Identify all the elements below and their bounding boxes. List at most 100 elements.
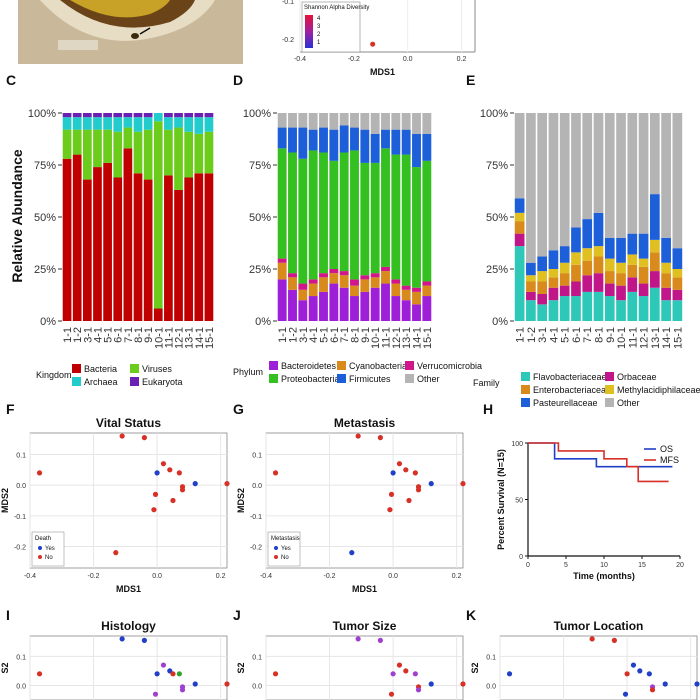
data-point	[36, 671, 43, 677]
bar-segment-firmicutes	[288, 127, 297, 153]
bar-segment-other	[672, 113, 683, 249]
x-tick-label: 1-1	[62, 327, 74, 343]
data-point	[167, 467, 173, 473]
bar-segment-cyanobacteria	[277, 262, 287, 280]
data-point	[179, 687, 186, 693]
bar-segment-pasteurellaceae	[571, 227, 581, 253]
legend-swatch	[130, 364, 139, 373]
bar-segment-eukaryota	[113, 113, 123, 118]
bar-segment-enterobacteriaceae	[627, 264, 638, 278]
bar-segment-other	[360, 113, 370, 130]
data-point	[141, 637, 147, 643]
bar-segment-flavobacteriaceae	[627, 291, 638, 321]
bar-segment-proteobacteria	[350, 150, 359, 280]
plot-area	[265, 635, 464, 700]
x-tick-label: -0.2	[348, 56, 360, 63]
bar-segment-pasteurellaceae	[661, 237, 671, 263]
legend-swatch	[521, 372, 530, 381]
bar-segment-pasteurellaceae	[593, 212, 604, 247]
bar-segment-bacteroidetes	[391, 296, 401, 321]
x-tick-label: 5-1	[319, 327, 331, 343]
x-tick-label: 5	[564, 562, 568, 569]
bar-segment-bacteria	[82, 179, 92, 321]
bar-segment-viruses	[123, 127, 133, 149]
bar-segment-methylacidiphilaceae	[649, 239, 660, 253]
panel-b-plot: -0.4 -0.2 0.0 0.2 MDS1 -0.1 -0.2 Shannon Alpha …	[282, 0, 476, 77]
x-tick-label: -0.4	[294, 56, 306, 63]
legend-label: 2	[317, 32, 321, 38]
data-point	[390, 470, 396, 476]
bar-segment-methylacidiphilaceae	[627, 254, 638, 265]
panel-j-plot: Tumor Size 0.1 0.0 S2	[236, 619, 466, 700]
bar-segment-firmicutes	[412, 133, 421, 168]
x-tick-label: 6-1	[113, 327, 125, 343]
y-tick-label: 0.1	[252, 452, 262, 459]
bar-segment-other	[616, 113, 626, 238]
bar-segment-enterobacteriaceae	[593, 256, 604, 274]
data-point	[192, 481, 198, 487]
legend-label: Firmicutes	[349, 374, 391, 384]
data-point	[36, 470, 43, 476]
bar-segment-proteobacteria	[329, 160, 339, 269]
bar-segment-bacteroidetes	[422, 296, 432, 321]
x-tick-label: 10-1	[153, 327, 165, 349]
bar-segment-verrucomicrobia	[329, 269, 339, 274]
x-tick-label: 1-1	[515, 327, 527, 343]
bar-segment-other	[649, 113, 660, 195]
x-axis-label: MDS1	[370, 67, 395, 77]
bar-segment-cyanobacteria	[319, 277, 328, 292]
x-tick-label: 8-1	[350, 327, 362, 343]
legend-label: Orbaceae	[617, 372, 657, 382]
x-tick-label: 0.0	[403, 56, 413, 63]
bar-segment-other	[548, 113, 559, 251]
data-point	[272, 470, 279, 476]
x-tick-label: 7-1	[339, 327, 351, 343]
bar-segment-other	[319, 113, 328, 128]
x-tick-label: -0.2	[88, 573, 100, 580]
y-tick-label: 50%	[34, 212, 56, 224]
legend-label: 4	[317, 16, 321, 22]
bar-segment-firmicutes	[319, 127, 328, 153]
data-point	[589, 636, 595, 642]
legend-label: Viruses	[142, 364, 172, 374]
data-point	[649, 687, 656, 693]
legend-swatch	[605, 372, 614, 381]
y-tick-label: 25%	[34, 264, 56, 276]
x-tick-label: 6-1	[571, 327, 583, 343]
bar-segment-bacteroidetes	[381, 283, 390, 321]
bar-segment-firmicutes	[298, 127, 308, 159]
bar-segment-firmicutes	[370, 133, 380, 163]
bar-segment-eukaryota	[82, 113, 92, 118]
bar-segment-flavobacteriaceae	[571, 296, 581, 321]
x-tick-label: 1-2	[526, 327, 538, 343]
bar-segment-proteobacteria	[339, 152, 349, 272]
x-tick-label: 20	[676, 562, 684, 569]
legend-dot	[38, 555, 42, 559]
bar-segment-orbaceae	[616, 285, 626, 301]
bar-segment-bacteroidetes	[319, 291, 328, 321]
bar-segment-cyanobacteria	[308, 283, 318, 297]
data-point	[119, 636, 125, 642]
legend-label: Cyanobacteria	[349, 361, 407, 371]
panel-letter-i: I	[6, 607, 10, 623]
bar-segment-enterobacteriaceae	[672, 277, 683, 290]
bar-segment-pasteurellaceae	[582, 219, 593, 249]
plot-title: Tumor Location	[554, 619, 644, 633]
x-tick-label: 13-1	[401, 327, 413, 349]
bar-segment-verrucomicrobia	[412, 287, 421, 292]
bar-segment-cyanobacteria	[412, 291, 421, 305]
y-axis-label: Percent Survival (N=15)	[496, 449, 506, 550]
legend-dot	[274, 546, 278, 550]
bar-segment-other	[391, 113, 401, 130]
y-tick-label: 100%	[28, 108, 56, 120]
bar-segment-firmicutes	[277, 127, 287, 149]
plot-area	[499, 635, 698, 700]
panel-d-plot: 0% 25% 50% 75% 100% 1-11-23-14-15-16-17-18-19…	[233, 108, 482, 384]
x-tick-label: 7-1	[582, 327, 594, 343]
bar-segment-archaea	[93, 117, 102, 130]
panel-h-plot: 0 5 10 15 20 0 50 100 Time (months) Percent Survi…	[496, 441, 684, 581]
legend-box	[31, 531, 65, 567]
bar-segment-enterobacteriaceae	[661, 273, 671, 288]
bar-segment-bacteroidetes	[401, 300, 411, 321]
x-tick-label: 9-1	[360, 327, 372, 343]
